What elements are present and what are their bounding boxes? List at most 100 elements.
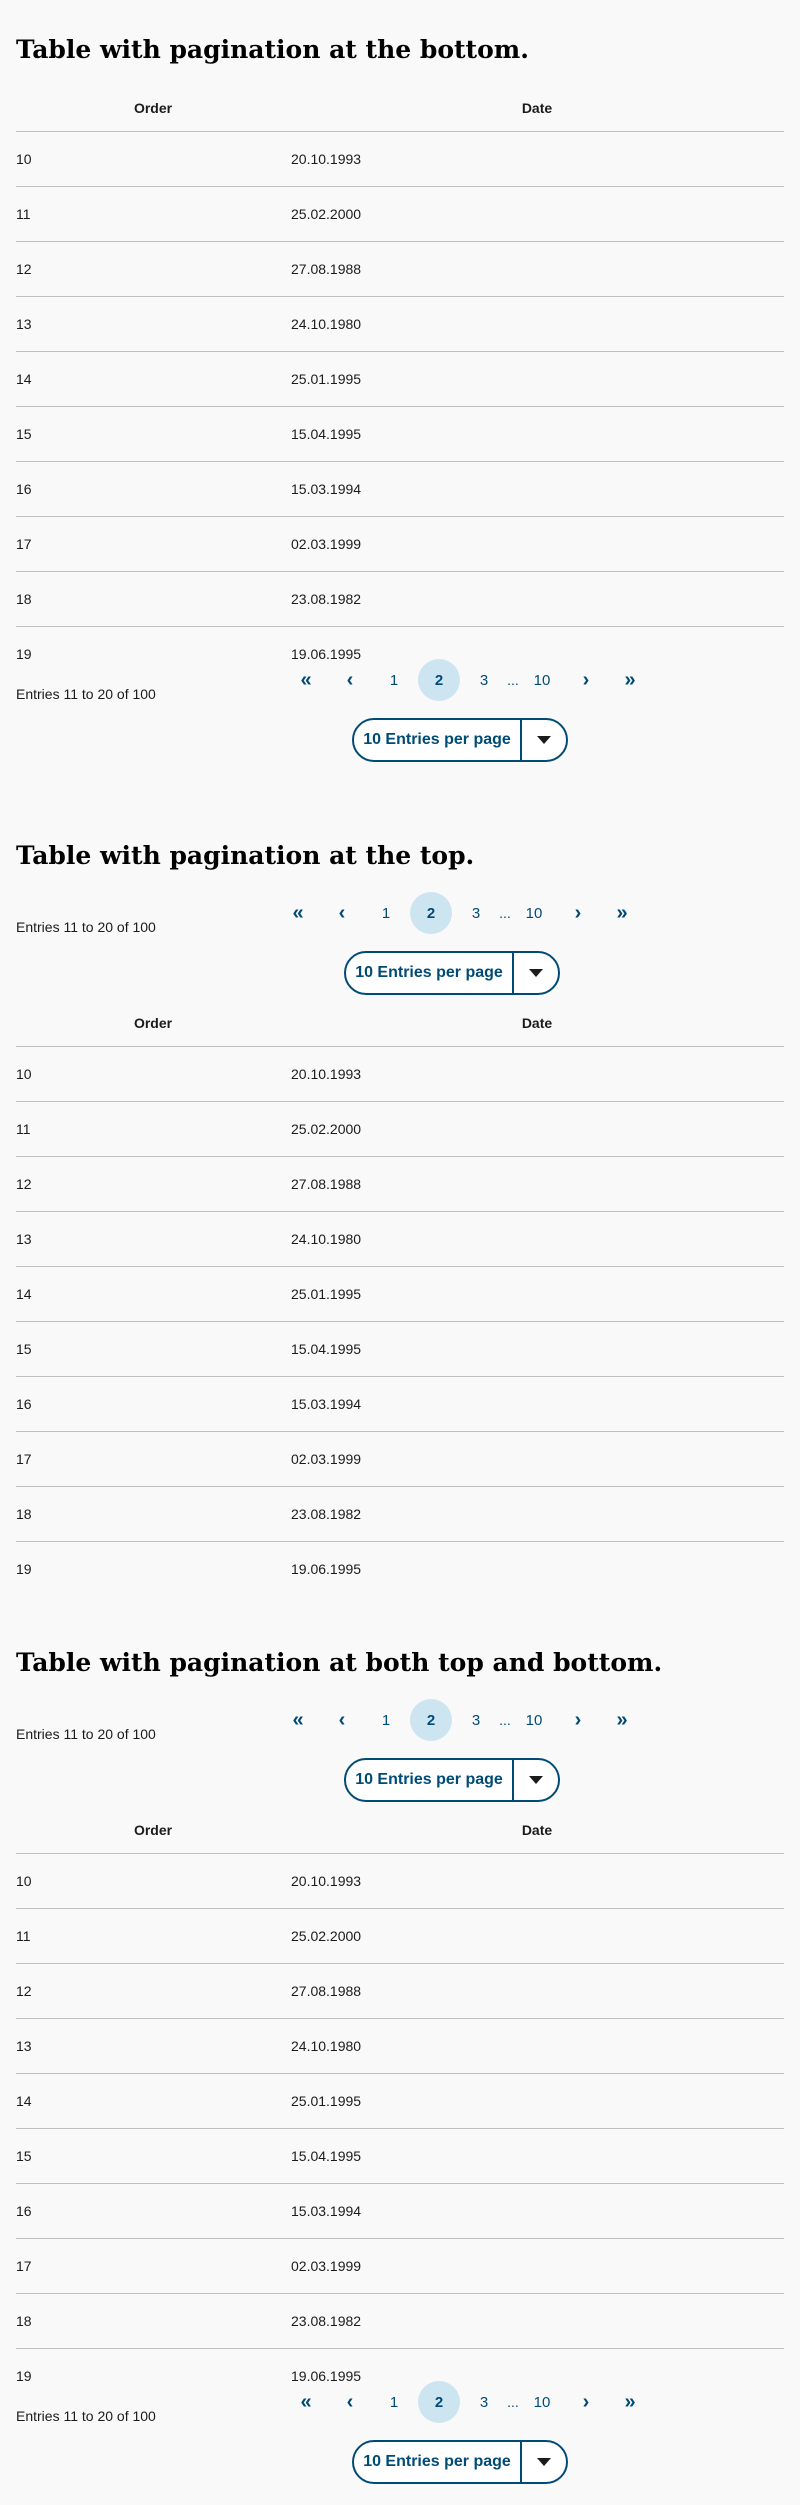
last-page-number-button[interactable]: 10 [533,2393,551,2411]
cell-date: 02.03.1999 [290,1431,784,1487]
first-page-button[interactable]: « [292,901,304,924]
column-header-order[interactable]: Order [16,1000,290,1047]
pagination: « ‹ 1 2 3... 10 › » [284,2381,652,2423]
last-page-number-button[interactable]: 10 [525,1711,543,1729]
last-page-button[interactable]: » [624,668,636,691]
first-page-button[interactable]: « [300,668,312,691]
next-page-button[interactable]: › [574,901,582,924]
table-head: Order Date [16,1807,784,1854]
page-button[interactable]: 1 [389,2393,399,2411]
first-page-button[interactable]: « [300,2390,312,2413]
last-page-number-button[interactable]: 10 [533,671,551,689]
cell-order: 12 [16,241,290,297]
dropdown-toggle[interactable] [522,736,566,744]
cell-order: 14 [16,2073,290,2129]
previous-page-button[interactable]: ‹ [346,2390,354,2413]
next-page-button[interactable]: › [574,1708,582,1731]
table-row: 11 25.02.2000 [16,1101,784,1157]
page-button[interactable]: 1 [381,904,391,922]
next-page-button[interactable]: › [582,2390,590,2413]
dropdown-toggle[interactable] [522,2458,566,2466]
column-header-date[interactable]: Date [290,1000,784,1047]
cell-order: 17 [16,1431,290,1487]
page-button[interactable]: 3 [479,671,489,689]
last-page-button[interactable]: » [624,2390,636,2413]
table-row: 12 27.08.1988 [16,241,784,297]
cell-order: 15 [16,1321,290,1377]
cell-order: 11 [16,1101,290,1157]
current-page-button[interactable]: 2 [410,1699,452,1741]
table-head: Order Date [16,1000,784,1047]
table-row: 12 27.08.1988 [16,1963,784,2019]
entries-per-page-select[interactable]: 10 Entries per page [344,1758,560,1802]
table-row: 10 20.10.1993 [16,131,784,187]
cell-order: 13 [16,296,290,352]
cell-order: 19 [16,1561,32,1577]
cell-order: 19 [16,2368,32,2384]
cell-date: 23.08.1982 [290,1486,784,1542]
table-row: 18 23.08.1982 [16,571,784,627]
cell-date: 25.02.2000 [290,186,784,242]
data-table: Order Date 10 20.10.1993 11 25.02.2000 12 27.08… [16,85,784,681]
table-row: 12 27.08.1988 [16,1156,784,1212]
cell-order: 18 [16,1486,290,1542]
pagination-ellipsis: ... [499,1712,511,1728]
cell-date: 15.04.1995 [290,1321,784,1377]
cell-order: 18 [16,571,290,627]
cell-date: 20.10.1993 [290,1853,784,1909]
table-row: 13 24.10.1980 [16,296,784,352]
last-page-button[interactable]: » [616,901,628,924]
current-page-button[interactable]: 2 [418,659,460,701]
section-title: Table with pagination at the top. [16,841,475,870]
pagination: « ‹ 1 2 3... 10 › » [284,659,652,701]
entries-count: Entries 11 to 20 of 100 [16,919,156,935]
current-page-button[interactable]: 2 [418,2381,460,2423]
page-button[interactable]: 1 [381,1711,391,1729]
dropdown-toggle[interactable] [514,969,558,977]
table-row: 19 19.06.1995 [16,2349,784,2404]
table-row: 11 25.02.2000 [16,1908,784,1964]
table-row: 17 02.03.1999 [16,2238,784,2294]
table-row: 16 15.03.1994 [16,1376,784,1432]
entries-per-page-select[interactable]: 10 Entries per page [344,951,560,995]
table-row: 18 23.08.1982 [16,1486,784,1542]
column-header-order[interactable]: Order [16,1807,290,1854]
header-row: Order Date [16,85,784,132]
column-header-order[interactable]: Order [16,85,290,132]
cell-date: 19.06.1995 [291,1561,362,1577]
previous-page-button[interactable]: ‹ [338,901,346,924]
entries-per-page-select[interactable]: 10 Entries per page [352,2440,568,2484]
table-row: 15 15.04.1995 [16,1321,784,1377]
last-page-button[interactable]: » [616,1708,628,1731]
page-button[interactable]: 3 [479,2393,489,2411]
entries-per-page-select[interactable]: 10 Entries per page [352,718,568,762]
page-button[interactable]: 3 [471,904,481,922]
last-page-number-button[interactable]: 10 [525,904,543,922]
cell-order: 15 [16,406,290,462]
cell-date: 23.08.1982 [290,571,784,627]
pagination: « ‹ 1 2 3... 10 › » [276,1699,644,1741]
current-page-button[interactable]: 2 [410,892,452,934]
previous-page-button[interactable]: ‹ [338,1708,346,1731]
table-row: 17 02.03.1999 [16,516,784,572]
dropdown-toggle[interactable] [514,1776,558,1784]
page-button[interactable]: 3 [471,1711,481,1729]
cell-date: 27.08.1988 [290,1963,784,2019]
page-button[interactable]: 1 [389,671,399,689]
column-header-date[interactable]: Date [290,85,784,132]
cell-date: 19.06.1995 [291,646,362,662]
table-row: 13 24.10.1980 [16,1211,784,1267]
first-page-button[interactable]: « [292,1708,304,1731]
previous-page-button[interactable]: ‹ [346,668,354,691]
cell-date: 15.03.1994 [290,1376,784,1432]
cell-order: 10 [16,1046,290,1102]
pagination-ellipsis: ... [507,2394,519,2410]
pagination-ellipsis: ... [507,672,519,688]
next-page-button[interactable]: › [582,668,590,691]
table-row: 18 23.08.1982 [16,2293,784,2349]
table-row: 10 20.10.1993 [16,1046,784,1102]
cell-order: 10 [16,131,290,187]
cell-date: 02.03.1999 [290,516,784,572]
column-header-date[interactable]: Date [290,1807,784,1854]
cell-order: 16 [16,2183,290,2239]
